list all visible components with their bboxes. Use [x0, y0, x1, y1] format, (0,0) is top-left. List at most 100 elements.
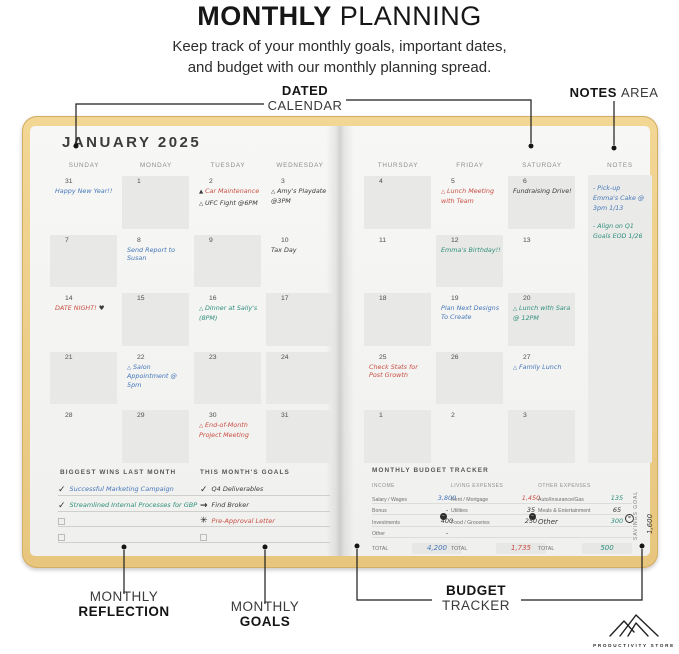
calendar-entry: △ Lunch with Sara @ 12PM — [506, 302, 578, 323]
calendar-entry: Send Report to Susan — [120, 244, 192, 264]
callout-monthly-goals: MONTHLY GOALS — [205, 599, 325, 629]
calendar-day-cell: 24 — [264, 350, 336, 409]
calendar-day-cell: 30 △ End-of-Month Project Meeting — [192, 408, 264, 467]
calendar-day-cell: 28 — [48, 408, 120, 467]
callout-notes-light: AREA — [621, 85, 659, 100]
day-shaded-box — [266, 410, 333, 463]
biggest-wins-header: BIGGEST WINS LAST MONTH — [60, 469, 177, 476]
budget-row-value: 300 — [610, 517, 624, 526]
list-item: ✳ Pre-Approval Letter — [200, 512, 330, 528]
budget-row-value: - — [445, 505, 449, 514]
months-goals-list: ✓ Q4 Deliverables → Find Broker ✳ Pre-Approva… — [200, 480, 330, 544]
budget-row: Bonus - — [372, 504, 462, 516]
list-item: ✓ Q4 Deliverables — [200, 480, 330, 496]
day-number: 22 — [137, 353, 145, 361]
day-number: 14 — [65, 295, 73, 302]
calendar-entry-text: Salon Appointment @ 5pm — [127, 362, 177, 390]
budget-blank-row — [451, 527, 546, 539]
calendar-day-cell: 5 △ Lunch Meeting with Team — [434, 174, 506, 233]
savings-goal-label: SAVINGS GOAL — [633, 490, 639, 540]
calendar-entry-text: Fundraising Drive! — [513, 187, 572, 195]
day-number: 20 — [523, 295, 531, 302]
callout-notes-bold: NOTES — [569, 85, 617, 100]
day-shaded-box — [508, 410, 575, 463]
calendar-day-cell: 18 — [362, 291, 434, 350]
calendar-day-cell: 15 — [120, 291, 192, 350]
day-shaded-box — [364, 410, 431, 463]
budget-group-header: OTHER EXPENSES — [538, 483, 591, 489]
day-number: 3 — [281, 178, 285, 185]
calendar-day-cell: 23 — [192, 350, 264, 409]
callout-budget-tracker: BUDGET TRACKER — [417, 583, 535, 613]
calendar-entry-text: UFC Fight @6PM — [204, 198, 258, 207]
calendar-day-cell: 9 — [192, 233, 264, 292]
calendar-entry-text: Family Lunch — [518, 362, 562, 371]
day-number: 15 — [137, 295, 145, 302]
calendar-day-cell: 31 — [264, 408, 336, 467]
budget-row: Utilities 35 — [451, 504, 546, 516]
calendar-day-cell: 13 — [506, 233, 578, 292]
budget-group-header: LIVING EXPENSES — [451, 483, 504, 489]
calendar-day-cell: 2 — [434, 408, 506, 467]
day-number: 2 — [451, 412, 455, 419]
budget-row: Other 300 — [538, 515, 632, 527]
calendar-entry: △ UFC Fight @6PM — [192, 197, 264, 209]
budget-row-label: Other — [538, 517, 558, 526]
calendar-day-cell: 19 Plan Next Designs To Create — [434, 291, 506, 350]
budget-total-row: TOTAL 1,735 — [451, 543, 546, 555]
calendar-entry: △ End-of-Month Project Meeting — [192, 419, 264, 440]
budget-row: Rent / Mortgage 1,450 — [451, 492, 546, 504]
calendar-entry-text: Tax Day — [271, 245, 297, 254]
calendar-entry: ▲ Car Maintenance — [192, 185, 264, 197]
budget-group-header: INCOME — [372, 483, 395, 489]
day-number: 13 — [523, 236, 531, 244]
calendar-entry-text: Emma's Birthday!! — [441, 245, 501, 254]
budget-total-box: 4,200 — [412, 543, 462, 555]
notes-column-header: NOTES — [607, 162, 633, 169]
day-number: 10 — [281, 236, 289, 244]
day-number: 26 — [451, 353, 459, 361]
calendar-entry-text: Car Maintenance — [204, 187, 260, 195]
calendar-entry: Tax Day — [264, 244, 336, 255]
day-header-monday: MONDAY — [140, 162, 172, 169]
day-number: 12 — [451, 236, 459, 244]
callout-budget-line2: TRACKER — [441, 598, 510, 613]
calendar-day-cell: 10 Tax Day — [264, 233, 336, 292]
months-goals-header: THIS MONTH'S GOALS — [200, 469, 290, 476]
list-item: → Find Broker — [200, 496, 330, 512]
budget-row: Meals & Entertainment 65 — [538, 504, 632, 516]
day-number: 4 — [379, 178, 383, 185]
mountain-logo-icon — [609, 614, 659, 637]
calendar-day-cell: 3 — [506, 408, 578, 467]
list-item: ✓ Streamlined Internal Processes for GBP — [58, 496, 202, 512]
budget-row: Investments 400 — [372, 515, 462, 527]
callout-dated-line2: CALENDAR — [267, 97, 343, 113]
list-item-text: Find Broker — [211, 501, 249, 510]
day-number: 30 — [209, 412, 217, 419]
priority-triangle-icon: △ — [271, 189, 277, 195]
calendar-entry: Happy New Year!! — [48, 185, 120, 196]
calendar-entry: △ Dinner at Sally's (8PM) — [192, 302, 264, 323]
day-shaded-box — [364, 293, 431, 346]
callout-reflection-line1: MONTHLY — [89, 589, 159, 604]
day-number: 29 — [137, 412, 145, 419]
callout-reflection-line2: REFLECTION — [78, 604, 170, 619]
day-number: 11 — [379, 236, 387, 244]
calendar-day-cell: 21 — [48, 350, 120, 409]
calendar-entry-text: Check Stats for Post Growth — [369, 362, 418, 380]
budget-row-value: 3,800 — [437, 494, 457, 503]
day-header-thursday: THURSDAY — [377, 162, 419, 169]
priority-triangle-icon: △ — [199, 423, 205, 429]
budget-row-value: 35 — [526, 505, 536, 514]
calendar-grid-right: 4 5 △ Lunch Meeting with Team 6 Fundraising … — [362, 174, 578, 467]
heart-icon: ♥ — [96, 304, 105, 312]
budget-group-income: INCOME Salary / Wages 3,800 Bonus - Investmen… — [372, 483, 462, 555]
day-number: 19 — [451, 295, 459, 302]
budget-row: Auto/Insurance/Gas 135 — [538, 492, 632, 504]
calendar-entry: Emma's Birthday!! — [434, 244, 506, 255]
list-item-text: Pre-Approval Letter — [211, 516, 275, 525]
day-header-sunday: SUNDAY — [68, 162, 100, 169]
blank-list-line — [58, 512, 202, 528]
calendar-day-cell: 16 △ Dinner at Sally's (8PM) — [192, 291, 264, 350]
day-number: 16 — [209, 295, 217, 302]
